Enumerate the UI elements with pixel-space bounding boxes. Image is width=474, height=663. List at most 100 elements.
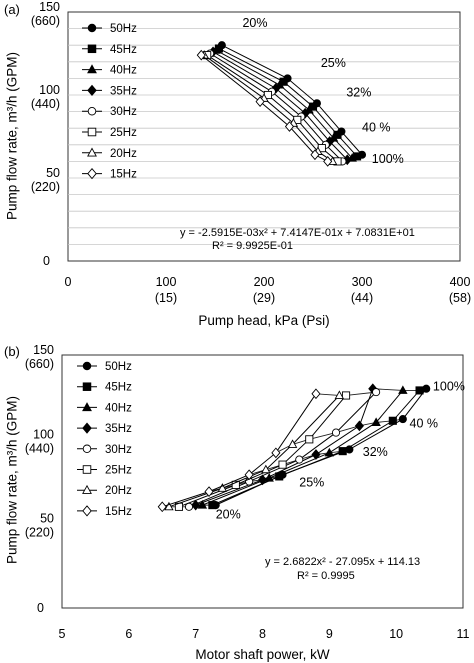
panel-label: (a) — [4, 2, 20, 17]
y-tick-sublabel: (220) — [31, 180, 60, 194]
marker-circle — [422, 384, 431, 393]
y-tick-sublabel: (220) — [25, 526, 54, 540]
marker-square — [275, 472, 284, 481]
y-axis-label: Pump flow rate, m³/h (GPM) — [5, 52, 20, 220]
y-tick-sublabel: (440) — [31, 97, 60, 111]
marker-triangle — [334, 390, 345, 399]
marker-triangle — [324, 447, 335, 457]
legend-label: 15Hz — [110, 169, 137, 181]
percent-annotation: 100% — [433, 379, 465, 393]
x-tick-label: 6 — [125, 627, 132, 641]
marker-diamond — [310, 149, 320, 161]
x-tick-label: 400 — [450, 275, 471, 289]
marker-diamond — [196, 49, 206, 61]
legend-label: 30Hz — [105, 444, 132, 456]
marker-diamond — [284, 121, 295, 132]
marker-square — [415, 386, 424, 395]
x-tick-label: 7 — [192, 627, 199, 641]
marker-diamond — [157, 501, 167, 513]
marker-square — [82, 382, 92, 391]
marker-square — [231, 480, 240, 489]
legend-label: 45Hz — [110, 44, 137, 56]
y-tick-label: 150 — [33, 343, 54, 357]
marker-triangle — [197, 500, 208, 509]
y-tick-label: 0 — [37, 601, 44, 615]
marker-circle — [82, 361, 92, 371]
marker-square — [388, 416, 397, 425]
x-tick-label: 200 — [254, 275, 275, 289]
marker-circle — [87, 106, 97, 116]
marker-circle — [398, 415, 407, 424]
marker-square — [341, 391, 351, 400]
y-tick-label: 100 — [33, 427, 54, 441]
marker-triangle — [87, 64, 97, 74]
percent-annotation: 25% — [299, 476, 324, 490]
marker-diamond — [325, 136, 335, 147]
marker-circle — [87, 23, 97, 33]
plot-frame — [67, 11, 461, 262]
legend-label: 30Hz — [110, 106, 137, 118]
marker-circle — [295, 455, 304, 464]
percent-annotation: 32% — [363, 445, 388, 459]
legend-label: 35Hz — [105, 423, 132, 435]
marker-circle — [331, 428, 341, 437]
percent-annotation: 40 % — [362, 121, 391, 135]
x-tick-sublabel: (15) — [155, 291, 177, 305]
marker-diamond — [87, 84, 97, 97]
y-tick-label: 100 — [39, 83, 60, 97]
x-tick-label: 100 — [156, 275, 177, 289]
y-tick-sublabel: (440) — [25, 441, 54, 455]
trendline-equation: R² = 0.9995 — [297, 570, 355, 582]
legend: 50Hz 45Hz 40Hz 35Hz 30Hz 25Hz 20Hz 15Hz — [82, 23, 137, 181]
x-axis-label: Motor shaft power, kW — [195, 647, 330, 662]
marker-triangle — [164, 501, 174, 511]
chart-panel-b: (b) 0 50(220) 100(440) 150(660) 5 6 7 8 9 10 11 Moto… — [4, 343, 470, 662]
marker-diamond — [257, 474, 268, 486]
trendline-equation: y = 2.6822x² - 27.095x + 114.13 — [265, 556, 420, 568]
legend-label: 50Hz — [110, 23, 137, 35]
marker-square — [278, 460, 287, 469]
percent-annotation: 20% — [242, 16, 267, 30]
legend: 50Hz 45Hz 40Hz 35Hz 30Hz 25Hz 20Hz 15Hz — [77, 361, 132, 518]
legend-label: 40Hz — [105, 402, 132, 414]
marker-diamond — [300, 107, 310, 119]
x-tick-sublabel: (44) — [351, 291, 373, 305]
marker-square — [305, 435, 314, 444]
marker-triangle — [371, 417, 381, 426]
chart-panel-a: (a)050(220)100(440)150(660)0 100(15)200(2… — [4, 0, 471, 328]
marker-circle — [372, 388, 381, 397]
marker-triangle — [398, 385, 408, 394]
legend-label: 25Hz — [110, 127, 137, 139]
plot-frame — [61, 354, 464, 609]
legend-label: 50Hz — [105, 361, 132, 373]
x-tick-label: 10 — [389, 627, 403, 641]
percent-annotation: 20% — [216, 508, 241, 522]
marker-diamond — [87, 167, 97, 180]
trendline-equation: y = -2.5915E-03x² + 7.4147E-01x + 7.0831… — [180, 227, 415, 239]
legend-label: 40Hz — [110, 65, 137, 77]
legend-label: 20Hz — [105, 485, 132, 497]
x-tick-label: 8 — [259, 627, 266, 641]
y-tick-label: 50 — [40, 512, 54, 526]
marker-triangle — [82, 402, 92, 412]
marker-diamond — [323, 156, 333, 167]
x-tick-sublabel: (58) — [449, 291, 471, 305]
marker-square — [82, 465, 92, 474]
legend-label: 35Hz — [110, 85, 137, 97]
marker-diamond — [191, 499, 201, 511]
y-axis-label: Pump flow rate, m³/h (GPM) — [5, 396, 20, 564]
x-tick-label: 5 — [59, 627, 66, 641]
x-tick-label: 9 — [326, 627, 333, 641]
marker-triangle — [87, 147, 97, 157]
legend-label: 15Hz — [105, 506, 132, 518]
y-tick-sublabel: (660) — [31, 14, 60, 28]
marker-diamond — [354, 420, 364, 432]
percent-annotation: 32% — [346, 86, 371, 100]
marker-diamond — [244, 469, 254, 481]
panel-label: (b) — [4, 344, 20, 359]
marker-square — [338, 447, 347, 456]
legend-label: 25Hz — [105, 465, 132, 477]
legend-label: 45Hz — [105, 382, 132, 394]
y-tick-sublabel: (660) — [25, 357, 54, 371]
